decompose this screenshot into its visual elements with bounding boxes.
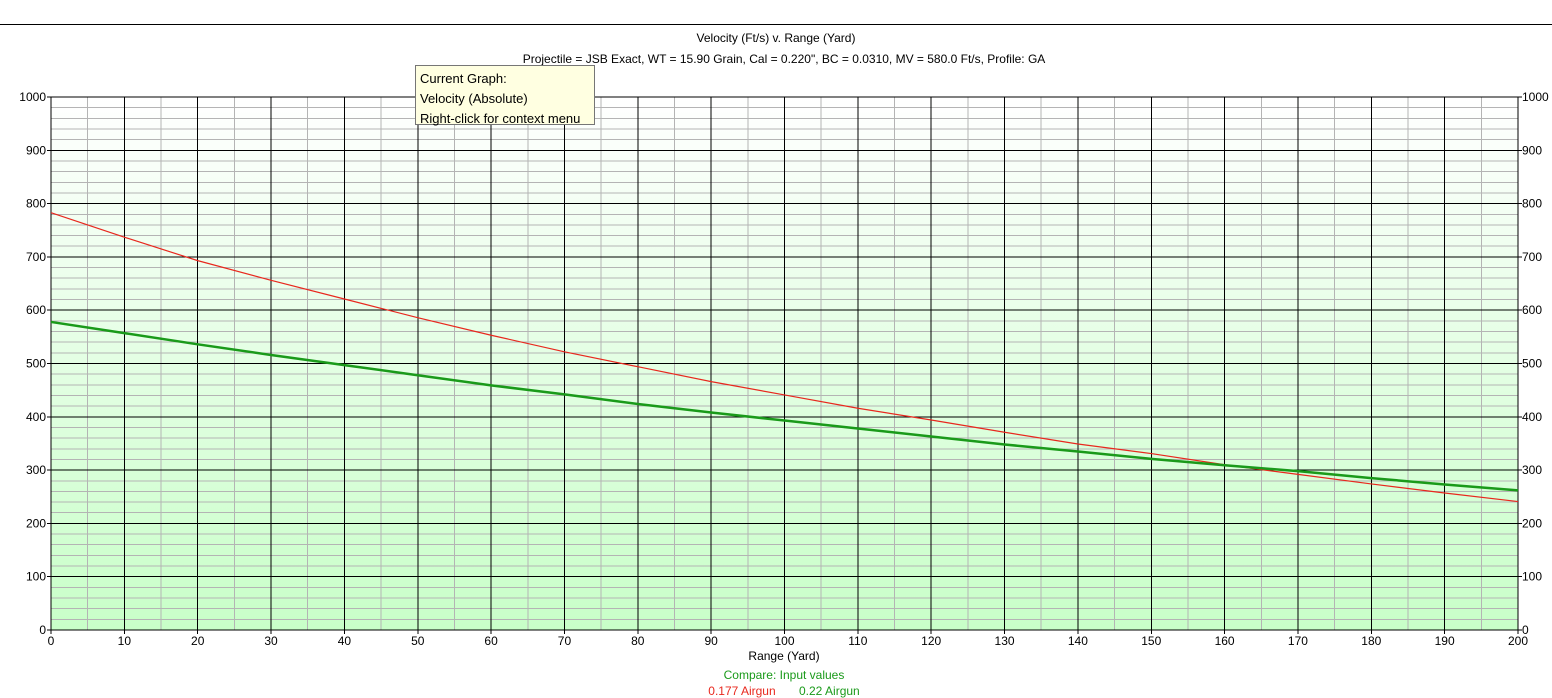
y-tick-label-right: 500 xyxy=(1522,357,1542,371)
x-tick-label: 160 xyxy=(1215,634,1235,648)
series-line-0177-airgun xyxy=(50,212,1519,503)
chart-subtitle: Projectile = JSB Exact, WT = 15.90 Grain… xyxy=(522,52,1046,66)
y-tick-label-right: 1000 xyxy=(1522,90,1549,104)
y-tick-label-left: 500 xyxy=(26,357,46,371)
y-tick-label-left: 0 xyxy=(39,623,46,637)
y-tick-label-left: 800 xyxy=(26,197,46,211)
x-tick-label: 150 xyxy=(1141,634,1161,648)
y-tick-label-right: 600 xyxy=(1522,303,1542,317)
x-tick-label: 40 xyxy=(338,634,352,648)
x-tick-label: 60 xyxy=(484,634,498,648)
x-tick-label: 80 xyxy=(631,634,645,648)
compare-label: Compare: Input values xyxy=(723,668,845,682)
y-tick-label-left: 300 xyxy=(26,463,46,477)
legend-entry-022: 0.22 Airgun xyxy=(799,684,860,698)
y-tick-label-right: 0 xyxy=(1522,623,1529,637)
y-tick-label-left: 1000 xyxy=(19,90,46,104)
x-tick-label: 140 xyxy=(1068,634,1088,648)
x-tick-label: 130 xyxy=(995,634,1015,648)
x-tick-label: 50 xyxy=(411,634,425,648)
legend: 0.177 Airgun 0.22 Airgun xyxy=(0,684,1552,698)
chart-title: Velocity (Ft/s) v. Range (Yard) xyxy=(696,31,856,45)
y-tick-label-right: 700 xyxy=(1522,250,1542,264)
y-tick-label-left: 600 xyxy=(26,303,46,317)
tooltip-line-2: Velocity (Absolute) xyxy=(420,91,528,106)
x-tick-label: 120 xyxy=(921,634,941,648)
x-tick-label: 170 xyxy=(1288,634,1308,648)
x-axis-label: Range (Yard) xyxy=(748,649,820,663)
x-tick-label: 90 xyxy=(704,634,718,648)
y-tick-label-right: 200 xyxy=(1522,516,1542,530)
y-tick-label-right: 800 xyxy=(1522,197,1542,211)
series-layer xyxy=(50,212,1519,503)
y-tick-label-right: 400 xyxy=(1522,410,1542,424)
x-tick-label: 200 xyxy=(1508,634,1528,648)
tooltip-line-1: Current Graph: xyxy=(420,71,507,86)
tick-labels: 0 10 20 30 40 50 60 70 80 90 100 110 120 130 140 150 160… xyxy=(19,90,1549,648)
y-tick-label-left: 200 xyxy=(26,516,46,530)
y-tick-label-left: 900 xyxy=(26,143,46,157)
tooltip-line-3: Right-click for context menu xyxy=(420,111,581,126)
y-tick-label-left: 700 xyxy=(26,250,46,264)
tooltip: Current Graph: Velocity (Absolute) Right… xyxy=(415,65,595,126)
legend-entry-0177: 0.177 Airgun xyxy=(708,684,776,698)
x-tick-label: 10 xyxy=(118,634,132,648)
x-tick-label: 0 xyxy=(48,634,55,648)
x-tick-label: 100 xyxy=(774,634,794,648)
major-grid xyxy=(51,97,1518,630)
top-rule xyxy=(0,24,1552,25)
x-tick-label: 190 xyxy=(1435,634,1455,648)
y-tick-label-right: 900 xyxy=(1522,143,1542,157)
x-tick-label: 110 xyxy=(848,634,867,648)
x-tick-label: 30 xyxy=(264,634,278,648)
y-tick-label-left: 100 xyxy=(26,570,46,584)
x-tick-label: 70 xyxy=(558,634,572,648)
x-tick-label: 20 xyxy=(191,634,205,648)
y-tick-label-right: 300 xyxy=(1522,463,1542,477)
x-tick-label: 180 xyxy=(1361,634,1381,648)
series-line-022-airgun xyxy=(50,320,1519,492)
y-tick-label-left: 400 xyxy=(26,410,46,424)
y-tick-label-right: 100 xyxy=(1522,570,1542,584)
